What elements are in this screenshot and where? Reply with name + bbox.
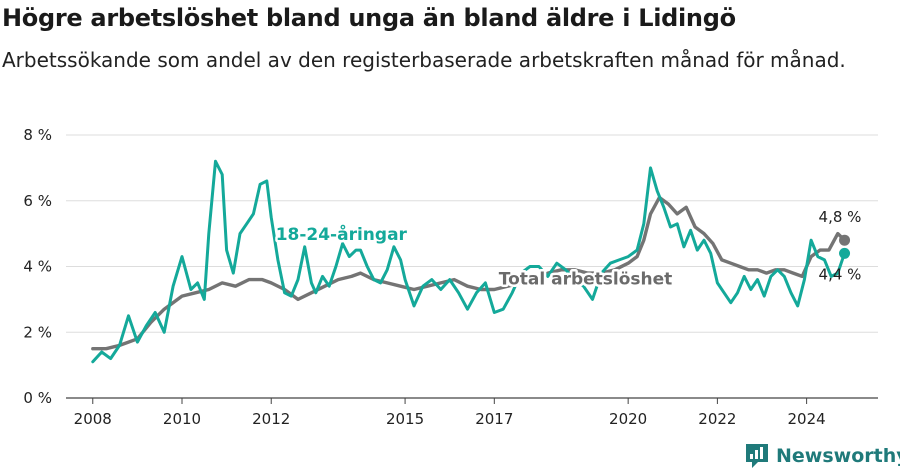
brand-name: Newsworthy [776, 445, 900, 467]
series-line-total [91, 195, 847, 351]
brand: Newsworthy [744, 442, 900, 470]
x-tick-label: 2022 [698, 410, 736, 428]
y-tick-label: 6 % [23, 192, 52, 210]
x-tick-label: 2008 [74, 410, 112, 428]
y-tick-label: 0 % [23, 389, 52, 407]
chart-title: Högre arbetslöshet bland unga än bland ä… [2, 4, 736, 32]
series-label-youth: 18-24-åringar [276, 223, 408, 245]
series-lines [91, 159, 847, 364]
end-point-youth [839, 247, 851, 259]
x-tick-label: 2015 [386, 410, 424, 428]
chart-subtitle: Arbetssökande som andel av den registerb… [2, 48, 846, 72]
end-label-total: 4,8 % [819, 208, 862, 226]
series-label-total: Total arbetslöshet [499, 270, 673, 290]
x-tick-label: 2012 [252, 410, 290, 428]
end-point-total [839, 234, 851, 246]
series-label-halo: Total arbetslöshet [499, 270, 673, 290]
y-tick-label: 4 % [23, 258, 52, 276]
x-tick-label: 2017 [475, 410, 513, 428]
series-label-halo: 18-24-åringar [276, 223, 408, 245]
y-tick-label: 8 % [23, 126, 52, 144]
newsworthy-logo-icon [746, 444, 768, 468]
x-axis: 2008 2010 2012 2015 2017 2020 2022 2024 [66, 397, 878, 428]
x-tick-label: 2010 [163, 410, 201, 428]
y-axis: 0 % 2 % 4 % 6 % 8 % [23, 126, 52, 407]
end-label-youth: 4,4 % [819, 265, 862, 283]
y-tick-label: 2 % [23, 323, 52, 341]
x-tick-label: 2024 [788, 410, 826, 428]
x-tick-label: 2020 [609, 410, 647, 428]
series-line-youth [91, 159, 846, 364]
series-labels: 4,4 %4,8 %18-24-åringar18-24-åringarTota… [273, 208, 862, 292]
